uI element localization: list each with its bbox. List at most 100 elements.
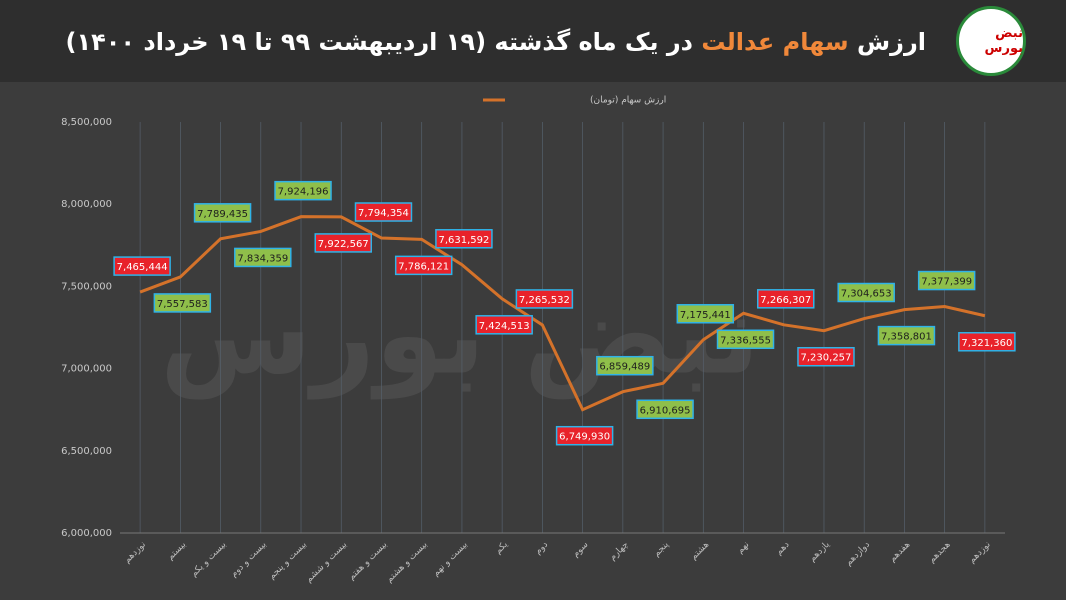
x-tick-label: بیست و هفتم [347,540,390,583]
value-label-group: 7,834,359 [234,247,292,268]
value-label-box [757,289,815,309]
x-tick-label: دهم [774,540,792,558]
x-tick-label: هجدهم [927,540,953,566]
x-tick-label: نوزدهم [122,540,148,566]
value-label-group: 7,786,121 [394,255,453,276]
legend-label: ارزش سهام (تومان) [590,96,666,106]
value-label: 7,230,257 [801,353,852,364]
value-label-box [394,255,453,276]
value-label-box [113,256,171,276]
value-label-group: 7,465,444 [113,256,171,276]
value-label-group: 7,924,196 [274,180,332,201]
value-label-group: 7,358,801 [877,325,936,346]
value-label-box [354,202,413,222]
value-label-box [636,399,694,420]
value-label-group: 7,631,592 [435,229,493,249]
watermark: نبض بورس [160,270,760,399]
value-label-box [274,180,332,201]
x-tick-label: بیست و نهم [431,540,470,579]
value-label-group: 7,336,555 [716,329,775,350]
value-label: 6,749,930 [559,432,610,443]
value-label-box [676,304,735,324]
value-label: 7,175,441 [680,310,731,321]
header: ارزش سهام عدالت در یک ماه گذشته (۱۹ اردی… [0,0,1066,82]
x-tick-label: بیستم [166,540,189,563]
value-label-group: 6,910,695 [636,399,694,420]
x-tick-label: هفدهم [888,540,913,565]
x-tick-label: بیست و دوم [229,540,269,580]
value-label-box [314,233,372,253]
value-label-group: 7,265,532 [515,289,574,309]
value-label-group: 6,859,489 [596,355,654,376]
value-label: 7,336,555 [720,335,771,346]
x-tick-label: چهارم [608,540,631,563]
value-label-box [555,425,614,446]
value-label: 6,859,489 [599,362,650,373]
value-label-group: 7,557,583 [153,293,212,313]
y-tick-label: 8,500,000 [61,117,112,128]
value-label: 7,924,196 [278,187,329,198]
value-label-group: 7,922,567 [314,233,372,253]
y-tick-label: 7,000,000 [61,364,112,375]
value-label-box [917,270,976,291]
value-label-box [797,346,855,367]
title-end: در یک ماه گذشته (۱۹ اردیبهشت ۹۹ تا ۱۹ خر… [65,28,693,56]
value-label-group: 7,377,399 [917,270,976,291]
x-tick-label: سوم [571,540,591,560]
y-tick-label: 6,500,000 [61,446,112,457]
x-tick-label: هشتم [689,540,711,562]
value-label-box [515,289,574,309]
value-label: 7,321,360 [961,338,1012,349]
value-label-group: 7,321,360 [958,332,1016,352]
x-tick-label: بیست و پنجم [267,540,309,582]
value-label-group: 7,230,257 [797,346,855,367]
title-start: ارزش [857,28,926,56]
value-label: 7,266,307 [760,295,811,306]
value-label-box [475,315,533,335]
value-label-group: 7,304,653 [837,282,895,303]
value-label-box [193,203,252,223]
x-tick-label: یازدهم [808,539,833,564]
value-label-group: 6,749,930 [555,425,614,446]
value-label-group: 7,424,513 [475,315,533,335]
value-label-box [153,293,212,313]
x-tick-label: پنجم [652,539,671,558]
value-label-box [435,229,493,249]
value-label: 7,377,399 [921,277,972,288]
value-label: 7,557,583 [157,299,208,310]
value-label: 7,794,354 [358,208,409,219]
value-label: 7,631,592 [438,235,489,246]
value-label: 7,786,121 [398,261,449,272]
x-tick-label: یکم [493,539,510,556]
x-tick-label: بیست و ششم [304,540,349,585]
value-label: 7,922,567 [318,239,369,250]
y-tick-label: 6,000,000 [61,528,112,539]
logo: نبض بورس [956,6,1026,76]
x-tick-label: بیست و هشتم [385,540,430,585]
x-tick-label: بیست و یکم [189,540,228,579]
value-label-group: 7,175,441 [676,304,735,324]
value-label: 7,465,444 [117,262,168,273]
logo-text: نبض بورس [984,26,1023,56]
x-tick-label: دوم [533,540,550,557]
value-label-group: 7,266,307 [757,289,815,309]
value-label: 7,304,653 [841,289,892,300]
x-tick-label: دوازدهم [844,540,872,568]
value-label-group: 7,794,354 [354,202,413,222]
line [139,215,986,412]
y-tick-label: 7,500,000 [61,281,112,292]
value-label-box [234,247,292,268]
value-label: 7,424,513 [479,321,530,332]
x-tick-label: نوزدهم [967,540,993,566]
value-label-box [716,329,775,350]
value-label: 7,789,435 [197,209,248,220]
value-label-box [877,325,936,346]
value-label-box [958,332,1016,352]
title-highlight: سهام عدالت [701,28,849,56]
value-label-box [837,282,895,303]
x-tick-label: نهم [735,540,751,556]
title: ارزش سهام عدالت در یک ماه گذشته (۱۹ اردی… [46,22,926,62]
value-label: 7,358,801 [881,332,932,343]
value-label: 7,834,359 [237,253,288,264]
